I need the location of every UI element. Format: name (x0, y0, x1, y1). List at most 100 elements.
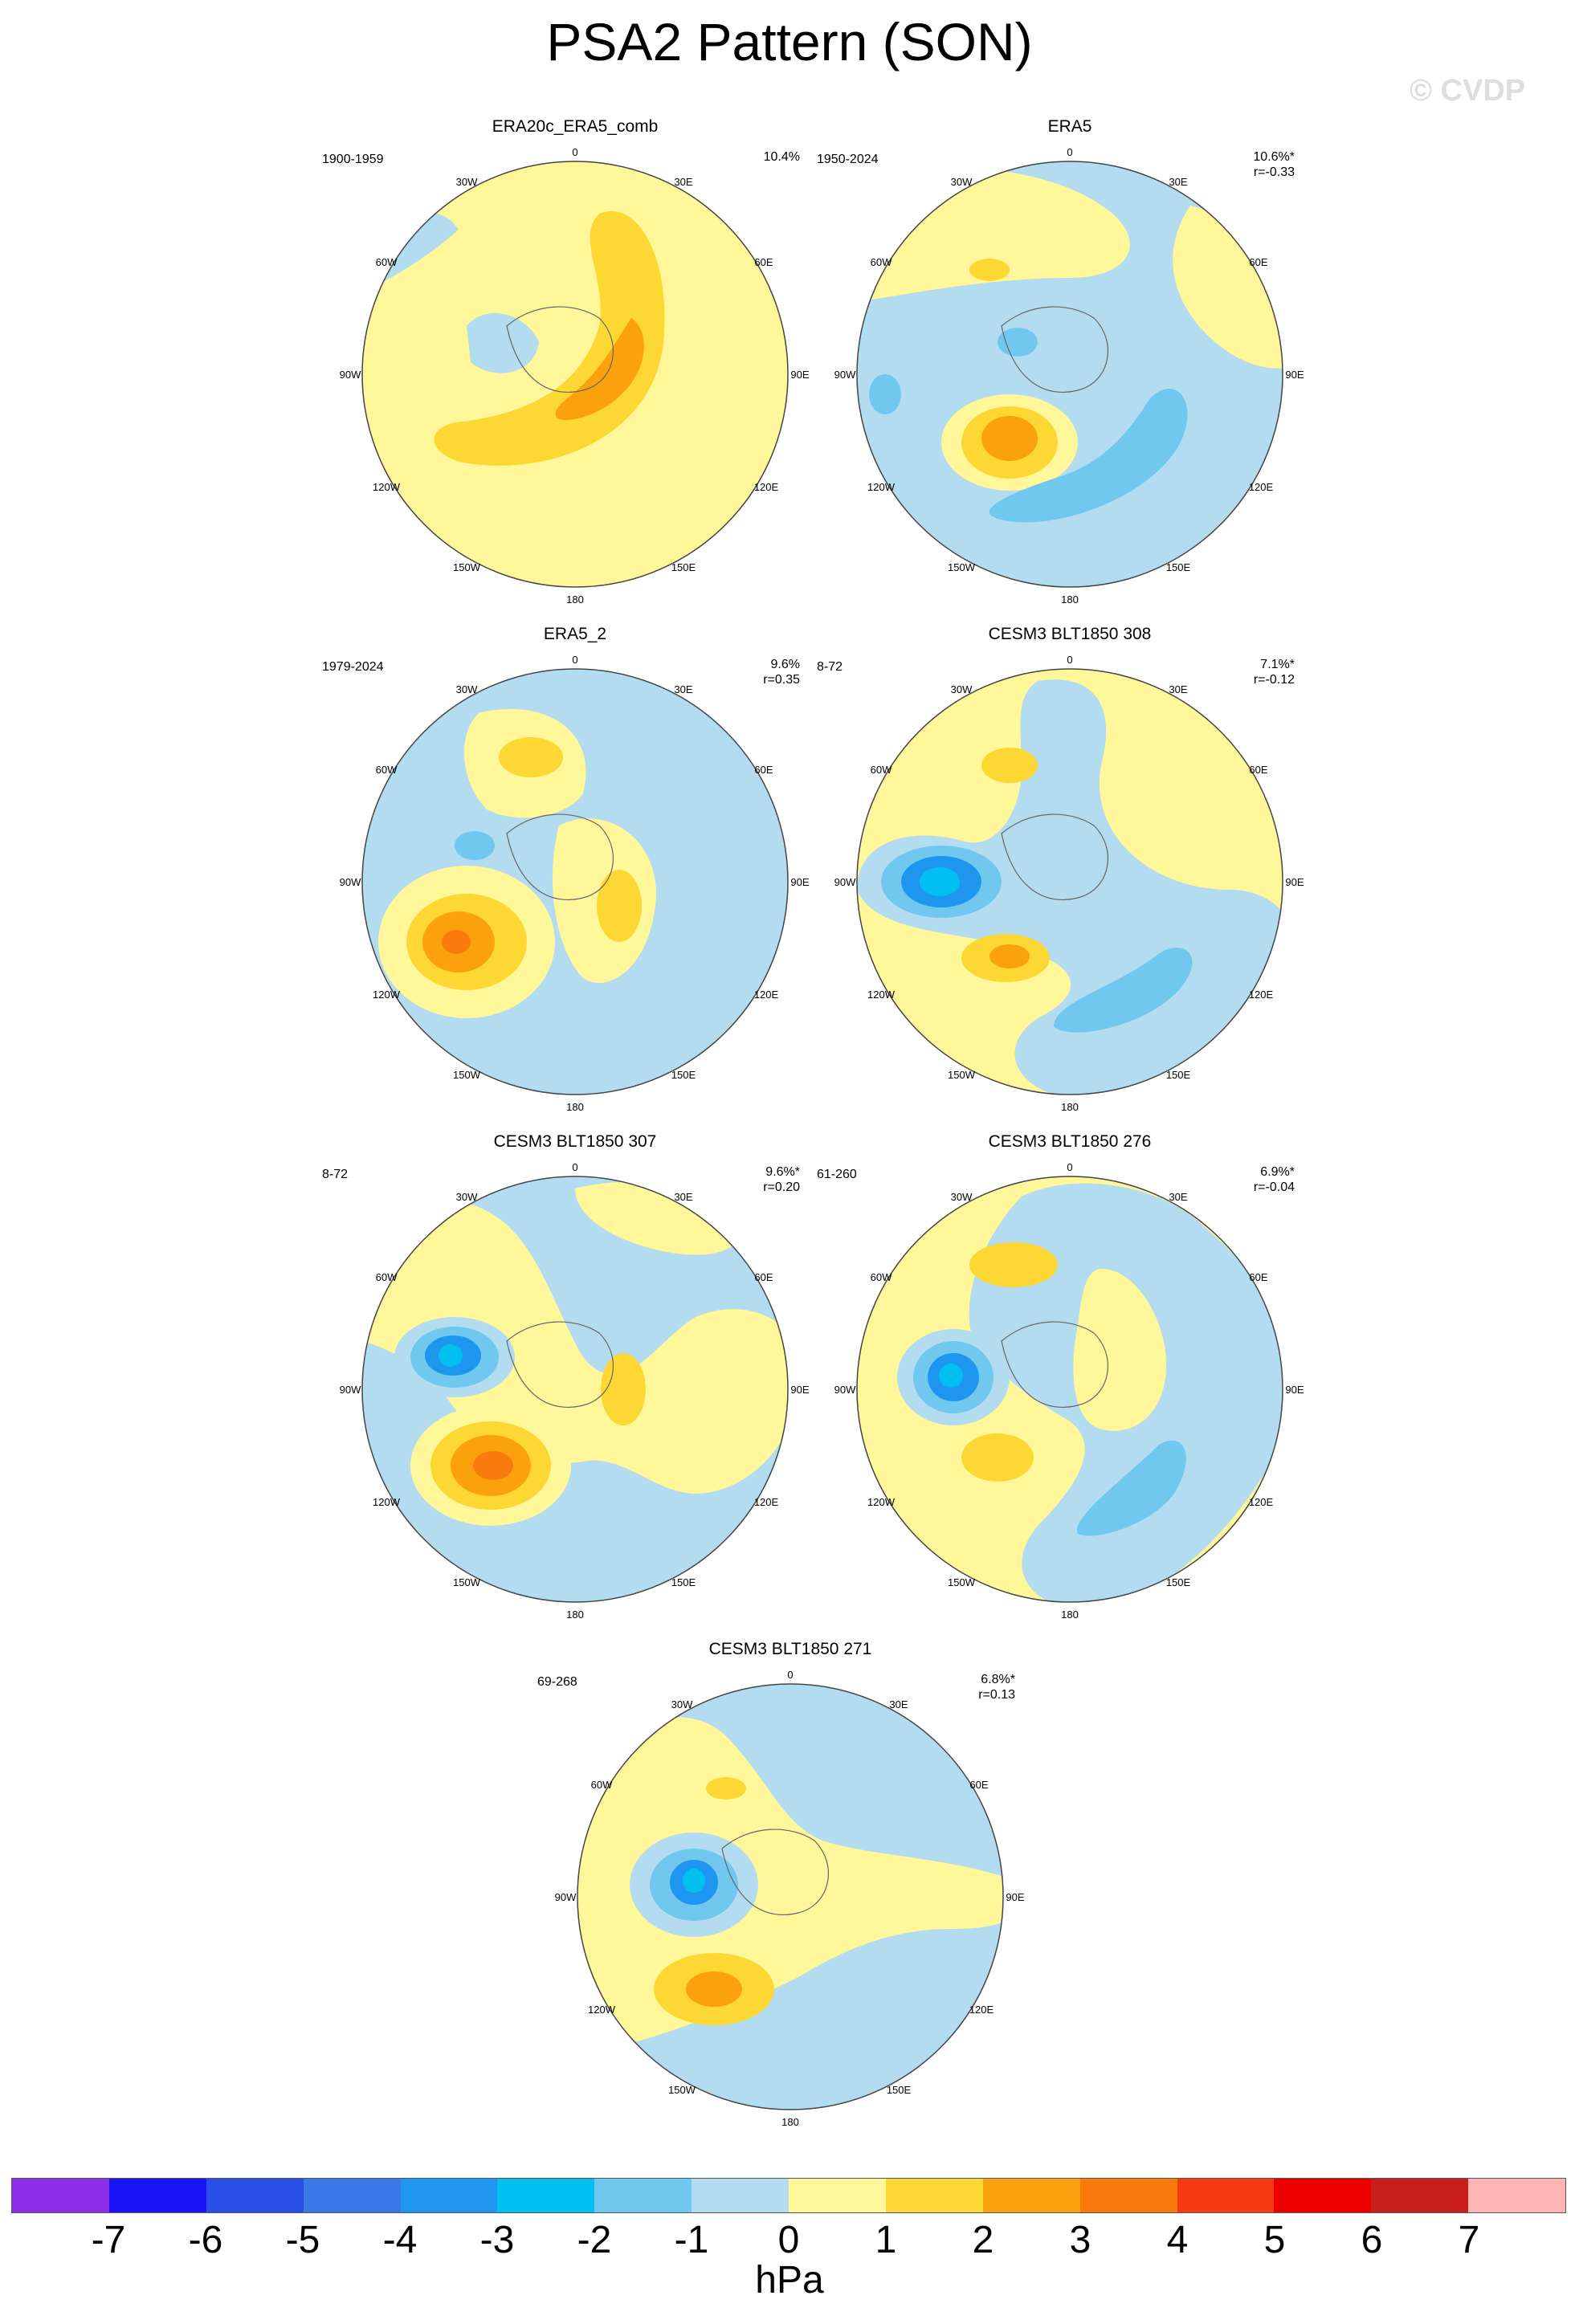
negative-contour-region (998, 328, 1038, 357)
negative-contour-region (467, 312, 539, 373)
map-boundary (577, 1683, 1004, 2110)
positive-contour-region (555, 318, 644, 421)
colorbar-swatch (692, 2179, 789, 2212)
map-panel: CESM3 BLT1850 307 8-72 9.6%* r=0.20 0 30… (318, 1132, 832, 1630)
panel-r-value: r=-0.12 (1253, 673, 1295, 687)
coastline (1001, 813, 1108, 901)
lon-label: 60E (754, 256, 773, 268)
lon-label: 180 (1061, 593, 1079, 605)
watermark: © CVDP (1410, 74, 1526, 108)
lon-label: 150E (1166, 561, 1191, 573)
panel-title: CESM3 BLT1850 308 (988, 625, 1152, 643)
map-panel: CESM3 BLT1850 276 61-260 6.9%* r=-0.04 0… (813, 1132, 1327, 1630)
lon-label: 120W (373, 1496, 401, 1508)
coastline (1001, 306, 1108, 393)
lon-label: 30E (674, 683, 692, 695)
negative-contour-region (683, 1869, 705, 1893)
lon-label: 120E (754, 1496, 779, 1508)
lon-label: 90W (340, 1384, 361, 1396)
lon-label: 120W (867, 1496, 896, 1508)
lon-label: 30E (889, 1698, 908, 1710)
lon-label: 90W (834, 876, 856, 888)
colorbar-swatch (1468, 2179, 1565, 2212)
lon-label: 90E (1285, 876, 1304, 888)
positive-contour-region (442, 930, 471, 954)
lon-label: 0 (572, 654, 577, 666)
panel-years: 1900-1959 (322, 153, 384, 166)
map-boundary (361, 668, 789, 1095)
positive-contour-region (981, 416, 1038, 461)
positive-contour-region (1173, 206, 1283, 369)
lon-label: 120W (867, 481, 896, 493)
panel-years: 69-268 (537, 1675, 577, 1689)
colorbar-tick-label: 4 (1166, 2219, 1189, 2261)
lon-label: 150E (1166, 1069, 1191, 1081)
panel-r-value: r=0.35 (763, 673, 800, 687)
polar-map: 0 30E 60E 90E 120E 150E 180 150W 120W 90… (340, 146, 810, 605)
positive-contour-region (1073, 1269, 1166, 1431)
lon-label: 0 (572, 1161, 577, 1173)
colorbar (11, 2178, 1566, 2213)
lon-label: 120E (1249, 481, 1274, 493)
lon-label: 0 (1067, 146, 1072, 158)
colorbar-swatch (885, 2179, 983, 2212)
panel-pct-value: 7.1%* (1260, 658, 1295, 671)
map-panel: CESM3 BLT1850 308 8-72 7.1%* r=-0.12 0 3… (813, 625, 1327, 1123)
coastline (506, 306, 614, 393)
lon-label: 30E (674, 1191, 692, 1203)
lon-label: 30W (951, 176, 973, 188)
panel-title: ERA5 (1047, 117, 1092, 136)
lon-label: 90W (340, 876, 361, 888)
panel-pct-value: 6.8%* (981, 1673, 1015, 1686)
colorbar-swatch (12, 2179, 109, 2212)
colorbar-tick-label: 0 (777, 2219, 800, 2261)
colorbar-swatch (982, 2179, 1080, 2212)
polar-map: 0 30E 60E 90E 120E 150E 180 150W 120W 90… (834, 146, 1304, 605)
colorbar-swatch (594, 2179, 692, 2212)
colorbar-tick-label: 3 (1069, 2219, 1091, 2261)
lon-label: 30E (1169, 683, 1187, 695)
positive-contour-region (969, 1242, 1058, 1287)
positive-contour-region (961, 1433, 1034, 1482)
lon-label: 90E (790, 1384, 809, 1396)
lon-label: 30W (456, 683, 478, 695)
polar-map: 0 30E 60E 90E 120E 150E 180 150W 120W 90… (340, 654, 810, 1113)
lon-label: 60E (969, 1779, 988, 1791)
lon-label: 60W (376, 764, 398, 776)
coastline (506, 1321, 614, 1409)
map-boundary (361, 161, 789, 588)
colorbar-tick-label: 2 (972, 2219, 994, 2261)
coastline (506, 813, 614, 901)
lon-label: 90W (834, 1384, 856, 1396)
panel-percent: 6.9%* r=-0.04 (1254, 1164, 1295, 1195)
lon-label: 60W (376, 256, 398, 268)
map-panel: ERA20c_ERA5_comb 1900-1959 10.4% 0 30E 6… (318, 117, 832, 615)
panel-years: 8-72 (817, 660, 843, 674)
map-panel: ERA5_2 1979-2024 9.6% r=0.35 0 30E 60E 9… (318, 625, 832, 1123)
panel-years: 61-260 (817, 1168, 857, 1181)
positive-contour-region (473, 1451, 513, 1480)
lon-label: 150E (671, 561, 696, 573)
colorbar-swatch (400, 2179, 498, 2212)
lon-label: 120W (373, 989, 401, 1001)
negative-contour-region (455, 831, 495, 860)
colorbar-units: hPa (755, 2259, 824, 2302)
colorbar-tick-label: 5 (1263, 2219, 1286, 2261)
lon-label: 0 (1067, 654, 1072, 666)
positive-contour-region (989, 944, 1030, 968)
panel-title: CESM3 BLT1850 271 (708, 1640, 872, 1658)
colorbar-tick-label: 7 (1458, 2219, 1480, 2261)
polar-map: 0 30E 60E 90E 120E 150E 180 150W 120W 90… (834, 654, 1304, 1113)
lon-label: 150W (948, 561, 976, 573)
lon-label: 30W (456, 176, 478, 188)
lon-label: 150W (668, 2084, 696, 2096)
panel-r-value: r=-0.04 (1253, 1180, 1295, 1194)
negative-contour-region (1077, 1440, 1186, 1536)
lon-label: 30E (674, 176, 692, 188)
lon-label: 150E (671, 1576, 696, 1588)
lon-label: 150E (887, 2084, 912, 2096)
colorbar-swatch (1079, 2179, 1177, 2212)
positive-contour-region (597, 870, 642, 942)
lon-label: 180 (1061, 1608, 1079, 1621)
lon-label: 120E (1249, 1496, 1274, 1508)
